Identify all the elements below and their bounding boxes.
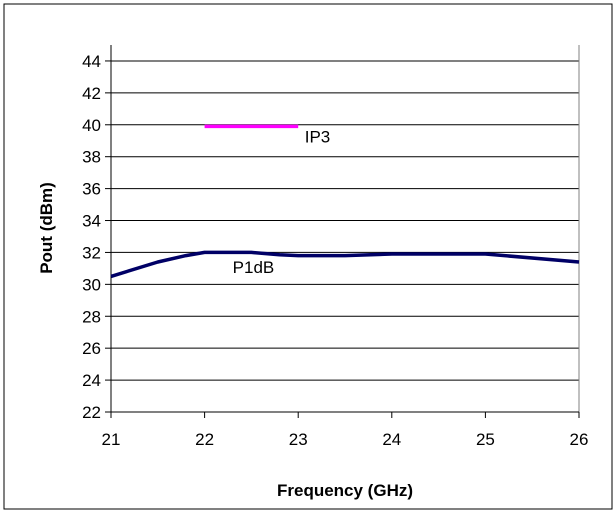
y-tick-label: 24	[82, 371, 101, 390]
series-line-p1db	[110, 250, 580, 279]
y-tick-label: 30	[82, 275, 101, 294]
y-tick-label: 32	[82, 243, 101, 262]
x-tick-label: 21	[102, 430, 121, 449]
x-tick-label: 23	[289, 430, 308, 449]
y-tick-label: 22	[82, 403, 101, 422]
plot-area	[111, 45, 579, 412]
y-tick-label: 42	[82, 84, 101, 103]
y-tick-label: 28	[82, 307, 101, 326]
annotation-p1db: P1dB	[233, 258, 275, 277]
annotation-ip3: IP3	[305, 127, 331, 146]
x-tick-label: 26	[570, 430, 589, 449]
axes-layer	[105, 45, 580, 418]
x-axis-title: Frequency (GHz)	[277, 481, 413, 500]
x-tick-label: 24	[382, 430, 401, 449]
y-tick-label: 40	[82, 116, 101, 135]
series-layer	[110, 124, 580, 279]
y-tick-label: 44	[82, 52, 101, 71]
y-tick-label: 34	[82, 212, 101, 231]
y-axis-title: Pout (dBm)	[37, 182, 56, 274]
x-tick-label: 25	[476, 430, 495, 449]
y-tick-label: 26	[82, 339, 101, 358]
y-tick-label: 38	[82, 148, 101, 167]
x-tick-label: 22	[195, 430, 214, 449]
y-tick-label: 36	[82, 180, 101, 199]
